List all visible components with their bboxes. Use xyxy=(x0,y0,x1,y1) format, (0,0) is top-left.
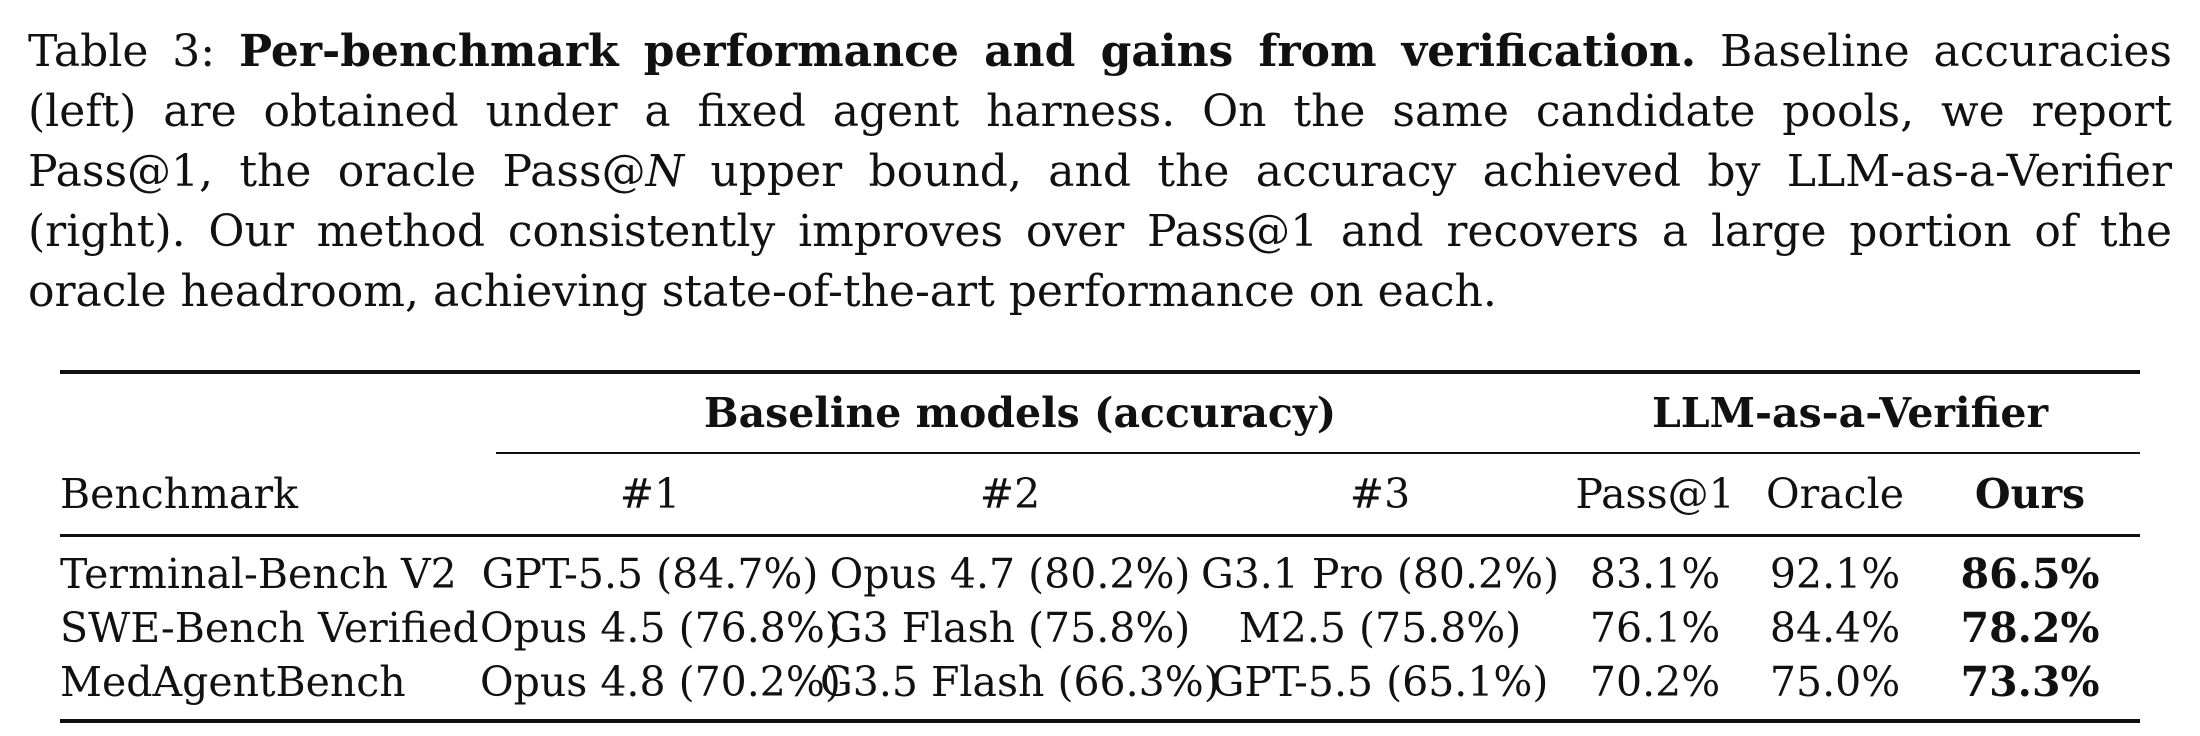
cell-oracle: 92.1% xyxy=(1769,550,1901,598)
cell-ours: 78.2% xyxy=(1960,604,2100,652)
cell-baseline-3: G3.1 Pro (80.2%) xyxy=(1200,550,1560,598)
col-header-benchmark: Benchmark xyxy=(60,470,298,518)
cell-pass1: 70.2% xyxy=(1589,658,1721,706)
col-header-baseline-3: #3 xyxy=(1349,470,1411,518)
cell-benchmark: MedAgentBench xyxy=(60,658,406,706)
cell-oracle: 84.4% xyxy=(1769,604,1901,652)
group-header-verifier: LLM-as-a-Verifier xyxy=(1651,389,2049,437)
cell-baseline-2: Opus 4.7 (80.2%) xyxy=(829,550,1191,598)
cell-baseline-2: G3.5 Flash (66.3%) xyxy=(820,658,1220,706)
cell-ours: 86.5% xyxy=(1960,550,2100,598)
table-row: SWE-Bench Verified Opus 4.5 (76.8%) G3 F… xyxy=(60,601,2140,655)
caption-title: Per-benchmark performance and gains from… xyxy=(238,26,1697,77)
cell-baseline-1: Opus 4.5 (76.8%) xyxy=(480,604,841,652)
cell-baseline-3: GPT-5.5 (65.1%) xyxy=(1211,658,1549,706)
caption-text-1: Baseline accuracies (left) are obtained … xyxy=(28,26,2172,197)
col-header-pass1: Pass@1 xyxy=(1575,470,1735,518)
caption-math-n: N xyxy=(645,146,685,197)
table-row: Terminal-Bench V2 GPT-5.5 (84.7%) Opus 4… xyxy=(60,537,2140,601)
caption-text-2: upper bound, and the accuracy achieved b… xyxy=(28,146,2172,317)
table-caption: Table 3: Per-benchmark performance and g… xyxy=(28,22,2172,322)
table-row: MedAgentBench Opus 4.8 (70.2%) G3.5 Flas… xyxy=(60,655,2141,721)
col-header-baseline-2: #2 xyxy=(979,470,1041,518)
group-header-baseline-cell: Baseline models (accuracy) xyxy=(480,372,1560,452)
cell-benchmark: SWE-Bench Verified xyxy=(60,604,479,652)
cell-oracle: 75.0% xyxy=(1769,658,1901,706)
cell-pass1: 76.1% xyxy=(1589,604,1721,652)
group-header-baseline: Baseline models (accuracy) xyxy=(703,389,1337,437)
header-rule xyxy=(60,534,2141,538)
caption-label: Table 3: xyxy=(28,26,216,77)
col-header-ours: Ours xyxy=(1974,470,2086,518)
group-header-empty xyxy=(60,372,480,452)
cell-baseline-3: M2.5 (75.8%) xyxy=(1238,604,1522,652)
cell-ours: 73.3% xyxy=(1960,658,2100,706)
cell-baseline-2: G3 Flash (75.8%) xyxy=(829,604,1191,652)
cell-baseline-1: Opus 4.8 (70.2%) xyxy=(480,658,841,706)
baseline-group-rule xyxy=(496,452,1602,454)
group-header-row: Baseline models (accuracy) LLM-as-a-Veri… xyxy=(60,372,2141,452)
group-header-verifier-cell: LLM-as-a-Verifier xyxy=(1560,372,2140,452)
results-table-container: Baseline models (accuracy) LLM-as-a-Veri… xyxy=(60,370,2141,723)
cell-benchmark: Terminal-Bench V2 xyxy=(60,550,457,598)
group-underline-row xyxy=(60,452,2141,454)
col-header-baseline-1: #1 xyxy=(619,470,681,518)
cell-baseline-1: GPT-5.5 (84.7%) xyxy=(481,550,819,598)
col-header-oracle: Oracle xyxy=(1766,470,1905,518)
column-header-row: Benchmark #1 #2 #3 Pass@1 Oracle Ours xyxy=(60,454,2140,536)
cell-pass1: 83.1% xyxy=(1589,550,1721,598)
verifier-group-rule xyxy=(1584,452,2141,454)
results-table: Baseline models (accuracy) LLM-as-a-Veri… xyxy=(60,370,2141,723)
